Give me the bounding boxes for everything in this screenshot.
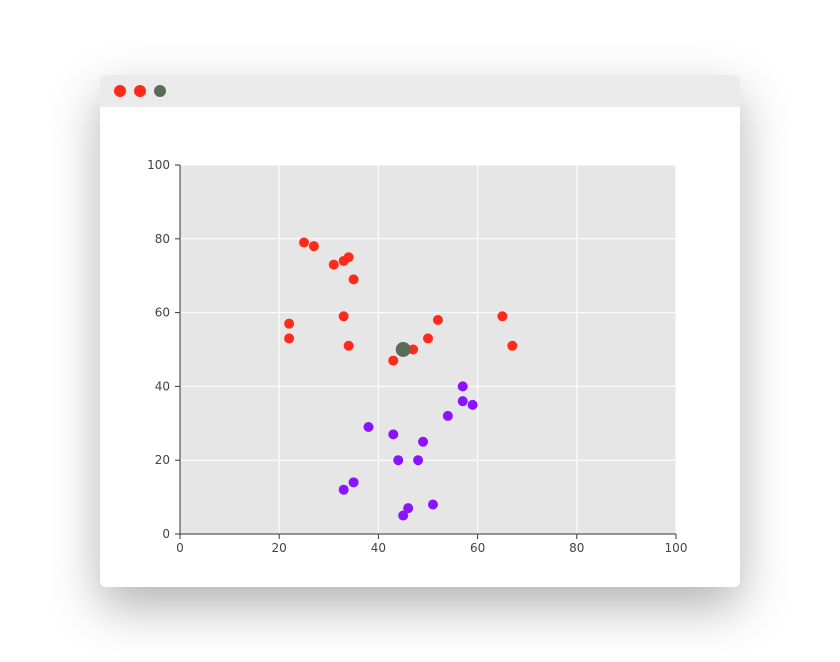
minimize-button[interactable] [134,85,146,97]
centroid-point [395,342,411,357]
plot-area [180,165,676,534]
data-point [442,410,453,421]
x-tick-label: 100 [665,541,688,555]
data-point [284,333,295,344]
data-point [308,241,319,252]
data-point [427,499,438,510]
data-point [343,252,354,263]
data-point [328,259,339,270]
x-tick-label: 40 [371,541,386,555]
x-tick-label: 80 [569,541,584,555]
data-point [408,344,419,355]
data-point [418,436,429,447]
data-point [338,484,349,495]
data-point [457,396,468,407]
x-tick-label: 20 [272,541,287,555]
title-bar [100,75,740,107]
data-point [363,421,374,432]
data-point [423,333,433,344]
y-tick-label: 20 [155,453,170,467]
y-tick-label: 100 [147,158,170,172]
data-point [497,311,508,322]
data-point [284,318,295,329]
data-point [413,455,424,466]
data-point [467,399,478,410]
data-point [398,510,409,521]
data-point [388,355,399,366]
data-point [432,314,443,325]
data-point [343,340,354,351]
y-tick-label: 0 [162,527,170,541]
x-tick-label: 0 [176,541,184,555]
close-button[interactable] [114,85,126,97]
data-point [457,381,468,392]
data-point [388,429,399,440]
maximize-button[interactable] [154,85,166,97]
y-tick-label: 60 [155,306,170,320]
y-tick-label: 80 [155,232,170,246]
x-tick-label: 60 [470,541,485,555]
data-point [507,340,518,351]
data-point [403,503,414,514]
data-point [348,274,359,285]
data-point [348,477,359,488]
y-tick-label: 40 [155,379,170,393]
data-point [338,311,349,322]
data-point [393,455,404,466]
data-point [299,237,309,248]
